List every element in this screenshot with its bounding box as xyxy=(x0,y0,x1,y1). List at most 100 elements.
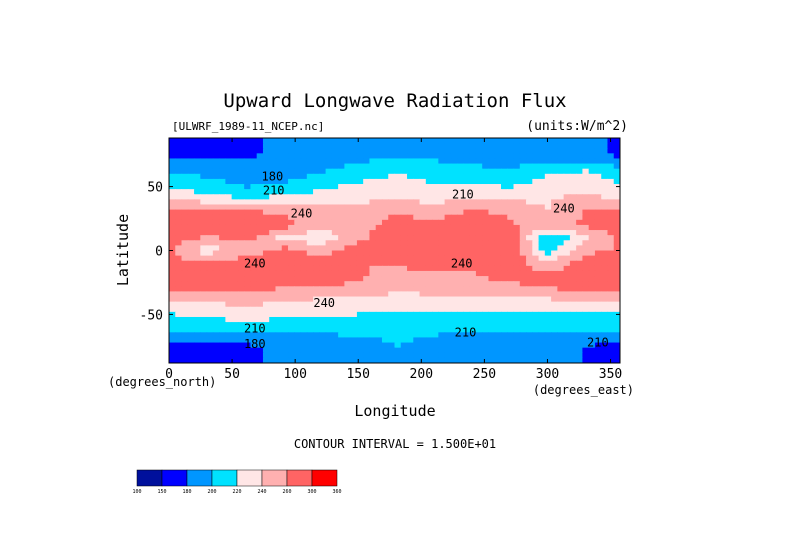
heatmap-cell xyxy=(338,189,345,195)
heatmap-cell xyxy=(288,143,295,149)
heatmap-cell xyxy=(169,173,176,180)
heatmap-cell xyxy=(194,270,201,277)
heatmap-cell xyxy=(169,240,176,246)
heatmap-cell xyxy=(381,224,389,231)
heatmap-cell xyxy=(494,276,502,282)
heatmap-cell xyxy=(400,342,408,349)
heatmap-cell xyxy=(582,265,590,272)
heatmap-cell xyxy=(494,199,502,206)
heatmap-cell xyxy=(200,148,208,154)
heatmap-cell xyxy=(594,189,602,195)
heatmap-cell xyxy=(557,173,565,180)
heatmap-cell xyxy=(338,286,345,293)
heatmap-cell xyxy=(350,224,358,231)
heatmap-cell xyxy=(381,230,389,236)
heatmap-cell xyxy=(200,250,208,257)
heatmap-cell xyxy=(519,322,527,328)
heatmap-cell xyxy=(300,352,308,359)
heatmap-cell xyxy=(513,204,521,211)
heatmap-cell xyxy=(526,168,533,175)
heatmap-cell xyxy=(394,138,402,144)
heatmap-cell xyxy=(594,255,602,262)
heatmap-cell xyxy=(269,245,277,252)
heatmap-cell xyxy=(400,357,408,363)
heatmap-cell xyxy=(557,322,565,328)
heatmap-cell xyxy=(463,301,471,308)
contour-label: 180 xyxy=(262,169,284,183)
heatmap-cell xyxy=(457,173,464,180)
heatmap-cell xyxy=(532,224,540,231)
heatmap-cell xyxy=(381,184,389,190)
heatmap-cell xyxy=(507,163,515,170)
heatmap-cell xyxy=(538,235,546,241)
heatmap-cell xyxy=(557,265,565,272)
heatmap-cell xyxy=(181,148,189,154)
heatmap-cell xyxy=(300,219,308,226)
heatmap-cell xyxy=(488,306,496,313)
heatmap-cell xyxy=(538,138,546,144)
heatmap-cell xyxy=(237,178,245,185)
heatmap-cell xyxy=(507,168,515,175)
heatmap-cell xyxy=(313,265,320,272)
heatmap-cell xyxy=(425,143,433,149)
heatmap-cell xyxy=(256,296,264,303)
heatmap-cell xyxy=(601,322,609,328)
heatmap-cell xyxy=(369,235,377,241)
heatmap-cell xyxy=(394,270,402,277)
heatmap-cell xyxy=(607,224,615,231)
heatmap-cell xyxy=(187,286,195,293)
heatmap-cell xyxy=(325,143,333,149)
heatmap-cell xyxy=(544,306,552,313)
heatmap-cell xyxy=(181,286,189,293)
heatmap-cell xyxy=(438,296,446,303)
heatmap-cell xyxy=(563,184,571,190)
heatmap-cell xyxy=(363,296,371,303)
heatmap-cell xyxy=(175,352,183,359)
heatmap-cell xyxy=(576,306,584,313)
heatmap-cell xyxy=(557,311,565,318)
heatmap-cell xyxy=(344,260,352,267)
heatmap-cell xyxy=(250,189,258,195)
heatmap-cell xyxy=(594,184,602,190)
heatmap-cell xyxy=(569,332,577,339)
heatmap-cell xyxy=(563,265,571,272)
heatmap-cell xyxy=(237,347,245,354)
heatmap-cell xyxy=(450,230,458,236)
heatmap-cell xyxy=(444,245,452,252)
heatmap-cell xyxy=(381,357,389,363)
heatmap-cell xyxy=(432,219,439,226)
heatmap-cell xyxy=(544,291,552,298)
heatmap-cell xyxy=(262,148,270,154)
heatmap-cell xyxy=(281,332,289,339)
heatmap-cell xyxy=(544,189,552,195)
heatmap-cell xyxy=(613,148,620,154)
heatmap-cell xyxy=(181,194,189,200)
heatmap-cell xyxy=(187,281,195,287)
heatmap-cell xyxy=(594,230,602,236)
heatmap-cell xyxy=(538,342,546,349)
heatmap-cell xyxy=(244,322,252,328)
heatmap-cell xyxy=(237,327,245,333)
heatmap-cell xyxy=(200,143,208,149)
heatmap-cell xyxy=(269,265,277,272)
heatmap-cell xyxy=(350,194,358,200)
heatmap-cell xyxy=(200,153,208,160)
heatmap-cell xyxy=(425,342,433,349)
heatmap-cell xyxy=(344,322,352,328)
heatmap-cell xyxy=(175,301,183,308)
heatmap-cell xyxy=(206,352,214,359)
heatmap-cell xyxy=(350,255,358,262)
heatmap-cell xyxy=(413,265,421,272)
heatmap-cell xyxy=(563,337,571,344)
heatmap-cell xyxy=(438,138,446,144)
heatmap-cell xyxy=(169,250,176,257)
heatmap-cell xyxy=(400,163,408,170)
heatmap-cell xyxy=(338,158,345,165)
heatmap-cell xyxy=(450,255,458,262)
heatmap-cell xyxy=(344,291,352,298)
heatmap-cell xyxy=(588,276,596,282)
heatmap-cell xyxy=(407,158,414,165)
y-tick-label: 50 xyxy=(147,181,163,196)
heatmap-cell xyxy=(388,306,396,313)
heatmap-cell xyxy=(181,163,189,170)
